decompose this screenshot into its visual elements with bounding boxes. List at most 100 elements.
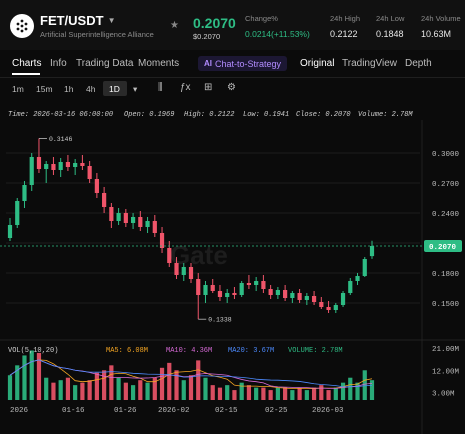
settings-icon[interactable]: ⚙ (227, 82, 236, 93)
candle-body (130, 217, 136, 223)
volume-value: 10.63M (421, 29, 452, 39)
ohlc-open: Open: 0.1969 (124, 111, 174, 119)
candle-body (36, 157, 42, 169)
volume-bar (167, 362, 172, 400)
timeframe-1h[interactable]: 1h (64, 84, 74, 94)
last-price-tag-label: 0.2070 (429, 244, 457, 252)
y-tick-label: 0.1800 (432, 271, 460, 279)
candle-body (319, 302, 324, 307)
vol-tick-label: 21.00M (432, 346, 460, 354)
tab-info[interactable]: Info (50, 58, 67, 69)
candle-body (188, 267, 194, 279)
ticker-header: FET/USDT ▼ Artificial Superintelligence … (0, 0, 465, 50)
fet-logo-icon (10, 14, 34, 38)
chat-label: Chat-to-Strategy (215, 58, 282, 69)
volume-bar (246, 385, 252, 400)
volume-bar (87, 380, 92, 400)
volume-bar (319, 385, 324, 400)
pair-fullname: Artificial Superintelligence Alliance (40, 30, 154, 39)
volume-bar (217, 387, 223, 400)
timeframe-1m[interactable]: 1m (12, 84, 24, 94)
candle-body (275, 290, 280, 295)
timeframe-selected-bg (103, 81, 127, 96)
pair-selector[interactable]: FET/USDT ▼ (40, 13, 115, 28)
view-depth[interactable]: Depth (405, 58, 432, 69)
timeframe-more-icon[interactable]: ▾ (133, 84, 138, 94)
vol-ma20-line (9, 359, 373, 388)
active-tab-indicator (12, 73, 40, 75)
candle-body (116, 213, 121, 221)
candle-body (326, 307, 331, 310)
volume-bar (36, 352, 42, 400)
candle-body (123, 213, 128, 223)
volume-bar (340, 382, 346, 400)
x-tick-label: 2026-02 (158, 407, 190, 415)
candle-body (159, 233, 165, 248)
tab-moments[interactable]: Moments (138, 58, 180, 69)
timeframe-4h[interactable]: 4h (86, 84, 96, 94)
tab-charts[interactable]: Charts (12, 58, 42, 69)
favorite-star-icon[interactable]: ★ (170, 20, 179, 31)
timeframe-1d[interactable]: 1D (109, 84, 120, 94)
candle-body (102, 193, 107, 207)
candle-body (7, 225, 13, 238)
candle-body (44, 164, 49, 169)
indicators-icon[interactable]: ƒx (180, 82, 191, 93)
ai-sparkle-icon: AI (204, 59, 212, 68)
low-label: 24h Low (376, 14, 405, 23)
candle-body (80, 163, 85, 166)
candle-body (138, 217, 143, 227)
candle-body (369, 246, 375, 257)
last-price-usd: $0.2070 (193, 32, 221, 41)
candle-body (109, 207, 114, 221)
y-tick-label: 0.3000 (432, 151, 460, 159)
timeframe-15m[interactable]: 15m (36, 84, 53, 94)
change-value: 0.0214(+11.53%) (245, 29, 310, 39)
vol-current: VOLUME: 2.78M (288, 347, 343, 355)
vol-label: VOL(5,10,20) (8, 347, 58, 355)
ohlc-low: Low: 0.1941 (243, 111, 289, 119)
volume-bar (225, 385, 230, 400)
volume-bar (196, 360, 201, 400)
candlestick-chart[interactable]: Gate Time: 2026-03-16 06:00:00 Open: 0.1… (0, 100, 465, 434)
candle-body (58, 162, 63, 170)
volume-bar (145, 382, 150, 400)
candle-body (174, 263, 179, 275)
volume-bar (369, 380, 375, 400)
view-tradingview[interactable]: TradingView (342, 58, 398, 69)
volume-bar (80, 382, 85, 400)
vol-tick-label: 3.00M (432, 391, 455, 399)
view-original[interactable]: Original (300, 58, 335, 69)
volume-bar (174, 370, 179, 400)
low-marker-label: 0.1338 (208, 317, 232, 324)
candle-body (203, 285, 208, 295)
volume-bar (130, 385, 136, 400)
change-label: Change% (245, 14, 278, 23)
candle-body (145, 221, 150, 227)
volume-bar (362, 370, 367, 400)
volume-bar (51, 382, 56, 400)
tab-trading-data[interactable]: Trading Data (76, 58, 134, 69)
volume-bar (326, 390, 331, 400)
chat-to-strategy-button[interactable]: AI Chat-to-Strategy (198, 56, 288, 71)
candle-body (225, 293, 230, 297)
drawing-tools-icon[interactable]: ⊞ (204, 82, 213, 93)
volume-bar (29, 350, 34, 400)
pair-name: FET/USDT (40, 13, 104, 28)
volume-bar (297, 387, 302, 400)
x-tick-label: 2026-03 (312, 407, 344, 415)
candle-body (333, 305, 338, 310)
x-tick-label: 01-26 (114, 407, 137, 415)
volume-bar (116, 377, 121, 400)
volume-bar (355, 382, 360, 400)
vol-tick-label: 12.00M (432, 368, 460, 376)
volume-bar (261, 387, 266, 400)
candle-body (196, 279, 201, 295)
volume-bar (44, 377, 49, 400)
candle-type-icon[interactable]: ⫼ (158, 82, 163, 93)
volume-bar (333, 387, 338, 400)
volume-bar (152, 377, 157, 400)
candle-body (239, 283, 244, 295)
high-value: 0.2122 (330, 29, 358, 39)
vol-ma5: MA5: 6.08M (106, 347, 148, 355)
